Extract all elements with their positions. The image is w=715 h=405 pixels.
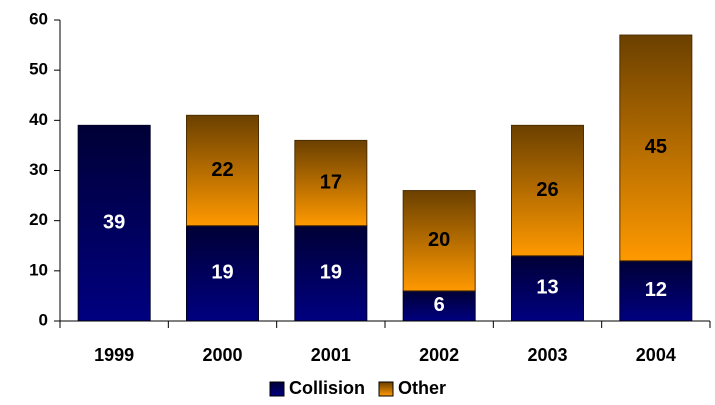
y-tick-label: 40 <box>29 110 48 129</box>
legend-label: Collision <box>289 378 365 398</box>
legend-swatch <box>378 381 394 397</box>
data-label: 19 <box>211 262 233 284</box>
y-tick-label: 20 <box>29 210 48 229</box>
legend-label: Other <box>398 378 446 398</box>
bar-segment <box>186 114 259 227</box>
bar-segment <box>77 124 151 322</box>
data-label: 39 <box>103 211 125 233</box>
data-label: 22 <box>211 159 233 181</box>
bar-segment <box>511 255 584 322</box>
data-label: 17 <box>320 171 342 193</box>
y-tick-label: 10 <box>29 260 48 279</box>
x-tick-label: 2000 <box>202 345 242 365</box>
legend-swatch <box>269 381 285 397</box>
bar-segment <box>619 34 693 262</box>
data-label: 19 <box>320 262 342 284</box>
x-tick-label: 1999 <box>94 345 134 365</box>
data-label: 12 <box>645 279 667 301</box>
y-tick-label: 60 <box>29 9 48 28</box>
data-label: 20 <box>428 229 450 251</box>
x-tick-label: 2003 <box>527 345 567 365</box>
data-label: 13 <box>536 277 558 299</box>
data-label: 6 <box>434 294 445 316</box>
bar-segment <box>511 124 584 257</box>
bar-segment <box>402 190 476 292</box>
data-label: 26 <box>536 179 558 201</box>
x-tick-label: 2004 <box>636 345 676 365</box>
data-label: 45 <box>645 136 667 158</box>
bar-segment <box>294 139 368 227</box>
y-tick-label: 50 <box>29 60 48 79</box>
y-tick-label: 0 <box>39 310 48 329</box>
bar-segment <box>294 225 368 322</box>
x-tick-label: 2001 <box>311 345 351 365</box>
y-tick-label: 30 <box>29 160 48 179</box>
x-tick-label: 2002 <box>419 345 459 365</box>
